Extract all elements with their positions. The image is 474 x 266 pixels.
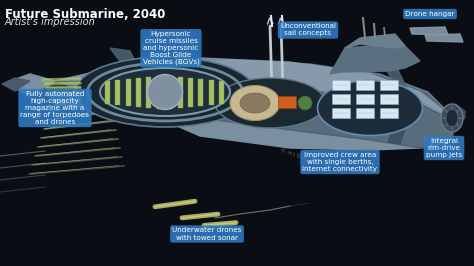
Polygon shape — [5, 74, 55, 96]
Text: Improved crew area
with single berths,
internet connectivity: Improved crew area with single berths, i… — [302, 152, 377, 172]
Polygon shape — [110, 48, 150, 72]
Ellipse shape — [441, 117, 447, 119]
Text: Future Submarine, 2040: Future Submarine, 2040 — [5, 8, 165, 21]
Polygon shape — [55, 80, 455, 148]
Bar — [278, 96, 296, 108]
Bar — [380, 94, 398, 104]
Polygon shape — [112, 94, 140, 114]
Bar — [219, 81, 224, 103]
Bar — [332, 94, 350, 104]
Ellipse shape — [441, 104, 463, 132]
Ellipse shape — [100, 68, 230, 116]
Ellipse shape — [456, 123, 460, 127]
Ellipse shape — [75, 57, 255, 127]
Ellipse shape — [147, 74, 182, 110]
Bar — [188, 77, 193, 106]
Text: Hypersonic
cruise missiles
and hypersonic
Boost Glide
Vehicles (BGVs): Hypersonic cruise missiles and hypersoni… — [143, 31, 200, 65]
Text: Fully automated
high-capacity
magazine with a
range of torpedoes
and drones: Fully automated high-capacity magazine w… — [20, 91, 90, 125]
Ellipse shape — [318, 81, 422, 135]
Bar — [380, 80, 398, 90]
Bar — [356, 80, 374, 90]
Polygon shape — [80, 60, 450, 116]
Bar — [136, 77, 141, 106]
Bar — [356, 108, 374, 118]
Bar — [356, 94, 374, 104]
Polygon shape — [385, 68, 415, 97]
Text: Unconventional
sail concepts: Unconventional sail concepts — [280, 23, 336, 36]
Ellipse shape — [230, 85, 280, 120]
Bar — [105, 81, 110, 103]
Text: Underwater drones
with towed sonar: Underwater drones with towed sonar — [173, 227, 242, 240]
Ellipse shape — [215, 78, 325, 128]
Text: © H I Sutton, 2020: © H I Sutton, 2020 — [280, 148, 331, 169]
Bar — [178, 77, 182, 107]
Bar — [380, 108, 398, 118]
Bar — [115, 80, 120, 105]
Ellipse shape — [445, 123, 448, 127]
Polygon shape — [448, 104, 465, 126]
Polygon shape — [55, 58, 455, 150]
Bar — [198, 78, 203, 106]
Ellipse shape — [451, 126, 453, 131]
Text: Drone hangar: Drone hangar — [405, 11, 455, 17]
Polygon shape — [5, 74, 55, 96]
Polygon shape — [410, 27, 448, 35]
Polygon shape — [425, 34, 463, 42]
Polygon shape — [388, 112, 410, 144]
Polygon shape — [345, 34, 405, 48]
Ellipse shape — [451, 106, 453, 110]
Ellipse shape — [240, 93, 270, 113]
Polygon shape — [2, 78, 30, 91]
Bar — [209, 80, 214, 105]
Bar — [167, 76, 172, 109]
Ellipse shape — [446, 109, 458, 127]
Ellipse shape — [457, 117, 463, 119]
Ellipse shape — [456, 109, 460, 113]
Bar — [332, 80, 350, 90]
Bar — [146, 77, 152, 107]
Text: Artist's impression: Artist's impression — [5, 17, 96, 27]
Ellipse shape — [445, 109, 448, 113]
Bar — [157, 76, 162, 109]
Bar — [126, 78, 131, 106]
Polygon shape — [330, 44, 420, 74]
Bar — [332, 108, 350, 118]
Ellipse shape — [298, 96, 312, 110]
Text: Integral
rim-drive
pump jets: Integral rim-drive pump jets — [426, 138, 462, 158]
